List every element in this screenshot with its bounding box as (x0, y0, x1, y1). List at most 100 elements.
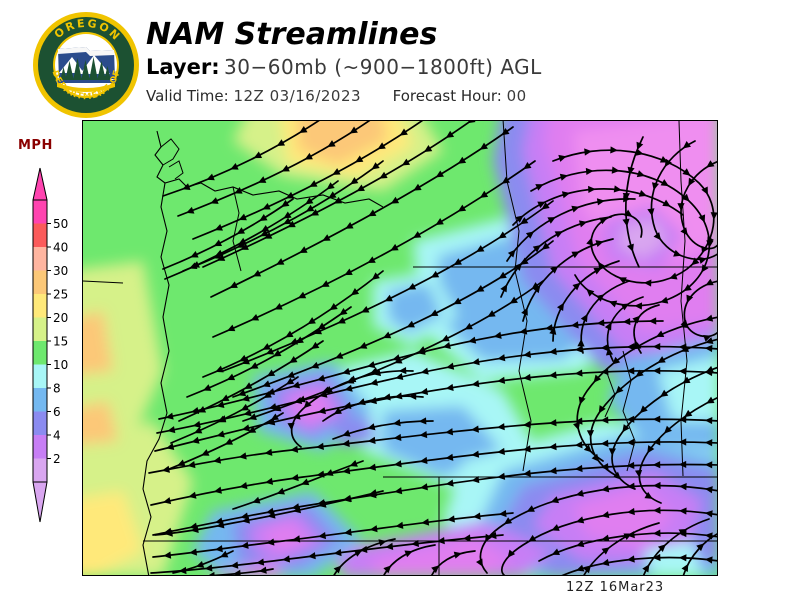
streamline-arrowhead (547, 217, 556, 224)
streamline-arrowhead (304, 152, 313, 160)
streamline-arrowhead (224, 438, 234, 445)
streamline-arrowhead (368, 396, 377, 405)
streamline-arrowhead (420, 367, 429, 375)
layer-line: Layer: 30−60mb (~900−1800ft) AGL (146, 54, 542, 83)
streamline-arrowhead (622, 424, 630, 433)
streamline-arrowhead (206, 173, 215, 181)
streamline-arrowhead (638, 190, 647, 197)
streamline-arrowhead (596, 198, 605, 206)
streamline-arrowhead (335, 352, 344, 359)
streamline-arrowhead (627, 507, 635, 516)
streamline-arrowhead (598, 261, 606, 270)
streamline-arrowhead (384, 294, 393, 302)
weather-map[interactable] (82, 120, 718, 576)
streamline-arrowhead (216, 254, 226, 261)
colorbar-legend: MPH 50 40 30 25 20 15 10 8 6 4 2 (8, 138, 80, 528)
streamline-arrowhead (612, 356, 621, 365)
streamline-arrowhead (680, 345, 690, 352)
streamline-arrowhead (599, 217, 608, 225)
streamline-arrowhead (601, 485, 610, 493)
streamline-arrowhead (698, 256, 707, 264)
streamline-arrowhead (239, 354, 248, 362)
streamline-arrowhead (292, 506, 302, 514)
streamline-arrowhead (318, 531, 327, 540)
colorbar-tick-label: 20 (53, 311, 68, 325)
streamline-arrowhead (294, 396, 303, 404)
streamline-arrowhead (464, 322, 473, 330)
streamline-arrowhead (652, 461, 661, 469)
streamline-arrowhead (548, 347, 557, 356)
streamline-arrowhead (613, 471, 621, 480)
streamline-arrowhead (250, 362, 259, 369)
streamline-arrowhead (507, 549, 516, 558)
streamline-arrowhead (548, 467, 557, 475)
streamline-arrowhead (705, 337, 714, 344)
streamline-arrowhead (262, 343, 271, 350)
streamline-arrowhead (182, 183, 191, 191)
streamline-arrowhead (341, 439, 350, 447)
streamline-arrowhead (392, 354, 401, 362)
streamline-arrowhead (216, 400, 225, 408)
streamline-arrowhead (238, 237, 247, 245)
streamline-arrowhead (601, 558, 610, 566)
streamline-arrowhead (419, 430, 428, 439)
streamline-arrowhead (191, 436, 200, 444)
streamline-arrowhead (333, 565, 342, 574)
oregon-forestry-seal-icon: OREGON DEPARTMENT OF FORESTRY (32, 11, 139, 118)
streamline-arrowhead (354, 550, 363, 557)
streamline-arrowhead (435, 218, 444, 225)
streamline-arrowhead (678, 438, 687, 446)
streamline-arrowhead (652, 553, 661, 562)
streamline-arrowhead (642, 564, 650, 573)
streamline-arrowhead (267, 511, 276, 519)
streamline-arrowhead (213, 456, 222, 464)
streamline-arrowhead (371, 272, 380, 280)
streamline-arrowhead (192, 420, 201, 428)
streamline-arrowhead (652, 415, 661, 423)
streamline-arrowhead (368, 463, 377, 471)
streamline-arrowhead (343, 495, 352, 503)
streamline-arrowhead (446, 362, 455, 370)
colorbar-cap-top-spike (37, 167, 41, 195)
streamline-arrowhead (367, 436, 376, 444)
streamline-arrowhead (359, 545, 368, 553)
streamline-arrowhead (214, 545, 223, 553)
streamline-arrowhead (639, 405, 648, 414)
streamline-arrowhead (515, 215, 524, 223)
streamline-arrowhead (264, 448, 273, 456)
streamline-arrowhead (226, 373, 236, 381)
streamline-arrowhead (332, 168, 341, 175)
streamline-arrowhead (236, 227, 246, 235)
streamline-arrowhead (605, 347, 614, 356)
streamline-arrowhead (383, 565, 392, 574)
streamline-arrowhead (678, 367, 687, 375)
map-canvas[interactable] (83, 121, 718, 576)
streamline-arrowhead (634, 469, 643, 478)
streamline-arrowhead (188, 491, 197, 499)
streamline-arrowhead (241, 516, 250, 524)
streamline-arrowheads (161, 121, 717, 575)
streamline-arrowhead (311, 341, 320, 349)
streamline-arrowhead (325, 469, 334, 476)
streamline-arrowhead (401, 158, 411, 166)
streamline-arrowhead (349, 459, 358, 467)
streamline-arrowhead (356, 184, 365, 192)
streamline-arrowhead (559, 173, 569, 181)
streamline-arrowhead (652, 367, 661, 375)
streamline-arrowhead (626, 343, 635, 351)
streamline-arrowhead (227, 324, 236, 332)
streamline-arrowhead (704, 416, 713, 425)
header: OREGON DEPARTMENT OF FORESTRY NAM Stream… (0, 0, 800, 118)
streamline-arrowhead (710, 212, 717, 220)
streamline-arrowhead (576, 564, 585, 572)
streamline-arrowhead (706, 160, 715, 168)
streamline-arrowhead (259, 214, 268, 221)
streamline-arrowhead (324, 385, 333, 393)
streamline-arrowhead (503, 517, 513, 525)
colorbar-svg: 50 40 30 25 20 15 10 8 6 4 2 (32, 167, 68, 523)
streamline-arrowhead (166, 443, 175, 451)
streamline-arrowhead (379, 171, 388, 179)
streamline-arrowhead (244, 382, 253, 390)
colorbar-band (33, 270, 47, 295)
streamline-arrowhead (558, 154, 567, 162)
